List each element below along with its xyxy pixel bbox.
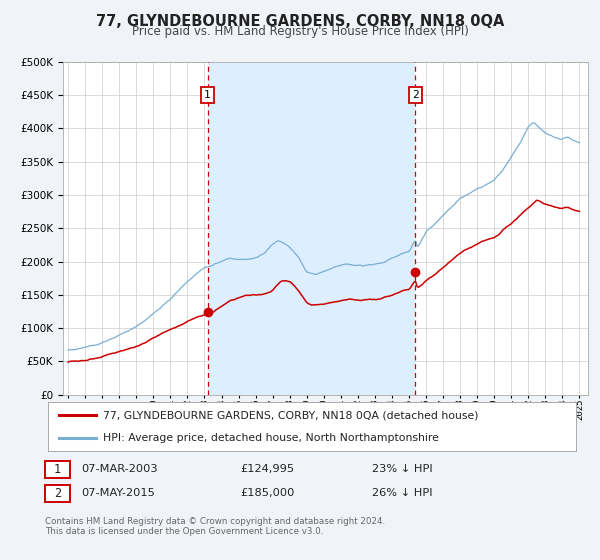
Bar — [208, 62, 415, 395]
Text: 23% ↓ HPI: 23% ↓ HPI — [372, 464, 433, 474]
Text: 07-MAY-2015: 07-MAY-2015 — [81, 488, 155, 498]
Text: 2: 2 — [54, 487, 61, 500]
Text: HPI: Average price, detached house, North Northamptonshire: HPI: Average price, detached house, Nort… — [103, 433, 439, 444]
Text: 77, GLYNDEBOURNE GARDENS, CORBY, NN18 0QA (detached house): 77, GLYNDEBOURNE GARDENS, CORBY, NN18 0Q… — [103, 410, 479, 421]
Text: 1: 1 — [54, 463, 61, 476]
Text: 77, GLYNDEBOURNE GARDENS, CORBY, NN18 0QA: 77, GLYNDEBOURNE GARDENS, CORBY, NN18 0Q… — [96, 14, 504, 29]
Text: Contains HM Land Registry data © Crown copyright and database right 2024.: Contains HM Land Registry data © Crown c… — [45, 517, 385, 526]
Text: £185,000: £185,000 — [240, 488, 295, 498]
Text: 1: 1 — [204, 90, 211, 100]
Text: This data is licensed under the Open Government Licence v3.0.: This data is licensed under the Open Gov… — [45, 528, 323, 536]
Text: Price paid vs. HM Land Registry's House Price Index (HPI): Price paid vs. HM Land Registry's House … — [131, 25, 469, 39]
Text: 2: 2 — [412, 90, 419, 100]
Text: 26% ↓ HPI: 26% ↓ HPI — [372, 488, 433, 498]
Text: 07-MAR-2003: 07-MAR-2003 — [81, 464, 158, 474]
Text: £124,995: £124,995 — [240, 464, 294, 474]
